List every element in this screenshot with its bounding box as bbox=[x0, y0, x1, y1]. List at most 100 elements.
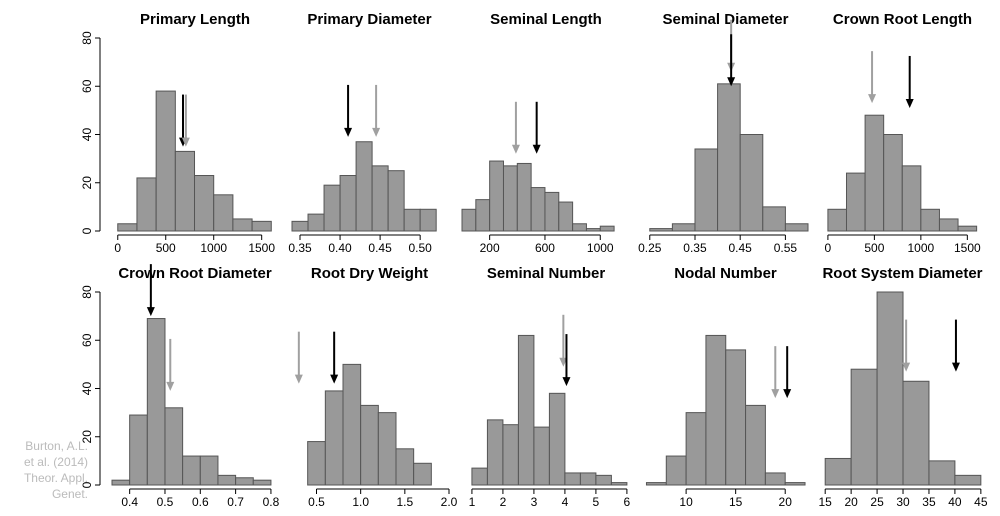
arrow-head bbox=[783, 389, 792, 399]
bar bbox=[784, 223, 809, 232]
y-tick-label: 60 bbox=[80, 333, 94, 347]
arrow bbox=[771, 346, 780, 399]
bar bbox=[146, 318, 166, 486]
bar bbox=[136, 177, 157, 232]
bar bbox=[954, 474, 982, 486]
x-tick-label: 1000 bbox=[587, 241, 614, 255]
bar bbox=[579, 472, 597, 486]
caption-line: Theor. Appl. bbox=[24, 471, 88, 485]
bar bbox=[705, 334, 727, 486]
x-tick-label: 3 bbox=[531, 495, 538, 509]
arrow-head bbox=[372, 127, 381, 137]
arrow bbox=[559, 314, 568, 367]
bar bbox=[671, 223, 696, 232]
bar bbox=[902, 380, 930, 486]
bar bbox=[957, 225, 978, 232]
bar bbox=[307, 213, 325, 232]
arrow bbox=[372, 84, 381, 137]
x-tick-label: 0.5 bbox=[308, 495, 325, 509]
bar bbox=[610, 482, 628, 486]
panel-title: Primary Length bbox=[140, 11, 250, 28]
bar bbox=[489, 160, 504, 232]
x-tick-label: 0.7 bbox=[227, 495, 244, 509]
panel-title: Seminal Number bbox=[487, 265, 606, 282]
arrow bbox=[166, 338, 175, 391]
x-tick-label: 15 bbox=[819, 495, 833, 509]
arrow-head bbox=[511, 144, 520, 154]
bar bbox=[360, 404, 379, 486]
bar bbox=[111, 479, 131, 486]
arrow bbox=[868, 51, 877, 104]
panel-title: Seminal Diameter bbox=[663, 11, 789, 28]
bar bbox=[827, 208, 847, 232]
x-tick-label: 600 bbox=[535, 241, 555, 255]
bar bbox=[595, 474, 612, 486]
bar bbox=[725, 349, 747, 486]
bar bbox=[155, 90, 176, 232]
x-tick-label: 4 bbox=[562, 495, 569, 509]
bar bbox=[395, 448, 415, 486]
caption-line: et al. (2014) bbox=[24, 455, 88, 469]
bar bbox=[685, 412, 707, 486]
x-tick-label: 15 bbox=[729, 495, 743, 509]
bar bbox=[117, 223, 138, 232]
bar bbox=[938, 218, 959, 232]
x-tick-label: 0.6 bbox=[192, 495, 209, 509]
arrow bbox=[902, 319, 911, 372]
x-tick-label: 500 bbox=[156, 241, 176, 255]
bar bbox=[717, 83, 741, 232]
x-tick-label: 1000 bbox=[908, 241, 935, 255]
bar bbox=[883, 134, 903, 232]
bar bbox=[649, 228, 673, 232]
x-tick-label: 0.4 bbox=[121, 495, 138, 509]
arrow bbox=[532, 101, 541, 154]
arrow-head bbox=[771, 389, 780, 399]
x-tick-label: 25 bbox=[870, 495, 884, 509]
y-tick-label: 80 bbox=[80, 31, 94, 45]
bar bbox=[876, 291, 904, 486]
bar bbox=[544, 191, 560, 232]
panel-title: Crown Root Length bbox=[833, 11, 972, 28]
x-tick-label: 6 bbox=[624, 495, 631, 509]
bar bbox=[355, 141, 373, 232]
bar bbox=[784, 482, 806, 486]
bar bbox=[324, 390, 344, 486]
bar bbox=[548, 392, 566, 486]
bar bbox=[252, 479, 272, 486]
bar bbox=[403, 208, 421, 232]
x-tick-label: 5 bbox=[593, 495, 600, 509]
bar bbox=[251, 220, 272, 232]
bar bbox=[516, 162, 532, 232]
panel-title: Seminal Length bbox=[490, 11, 602, 28]
bar bbox=[194, 175, 215, 232]
panel-title: Primary Diameter bbox=[307, 11, 431, 28]
x-tick-label: 1.5 bbox=[396, 495, 413, 509]
bar bbox=[928, 460, 956, 486]
caption-line: Genet. bbox=[52, 487, 88, 501]
arrow-head bbox=[330, 374, 339, 384]
x-tick-label: 1500 bbox=[248, 241, 275, 255]
x-tick-label: 45 bbox=[974, 495, 988, 509]
x-tick-label: 0 bbox=[114, 241, 121, 255]
arrow bbox=[294, 331, 303, 384]
bar bbox=[323, 184, 341, 232]
arrow-head bbox=[166, 381, 175, 391]
x-tick-label: 0.35 bbox=[288, 241, 312, 255]
arrow-head bbox=[559, 357, 568, 367]
bar bbox=[665, 455, 687, 486]
bar bbox=[599, 225, 615, 232]
bar bbox=[645, 482, 667, 486]
bar bbox=[533, 426, 550, 486]
bar bbox=[901, 165, 922, 232]
y-tick-label: 40 bbox=[80, 382, 94, 396]
y-tick-label: 20 bbox=[80, 430, 94, 444]
arrow bbox=[181, 94, 190, 147]
bar bbox=[377, 412, 397, 486]
arrow bbox=[330, 331, 339, 384]
y-tick-label: 40 bbox=[80, 128, 94, 142]
bar bbox=[129, 414, 148, 486]
x-tick-label: 0.25 bbox=[638, 241, 662, 255]
x-tick-label: 0 bbox=[825, 241, 832, 255]
bar bbox=[486, 419, 504, 486]
bar bbox=[502, 424, 519, 486]
